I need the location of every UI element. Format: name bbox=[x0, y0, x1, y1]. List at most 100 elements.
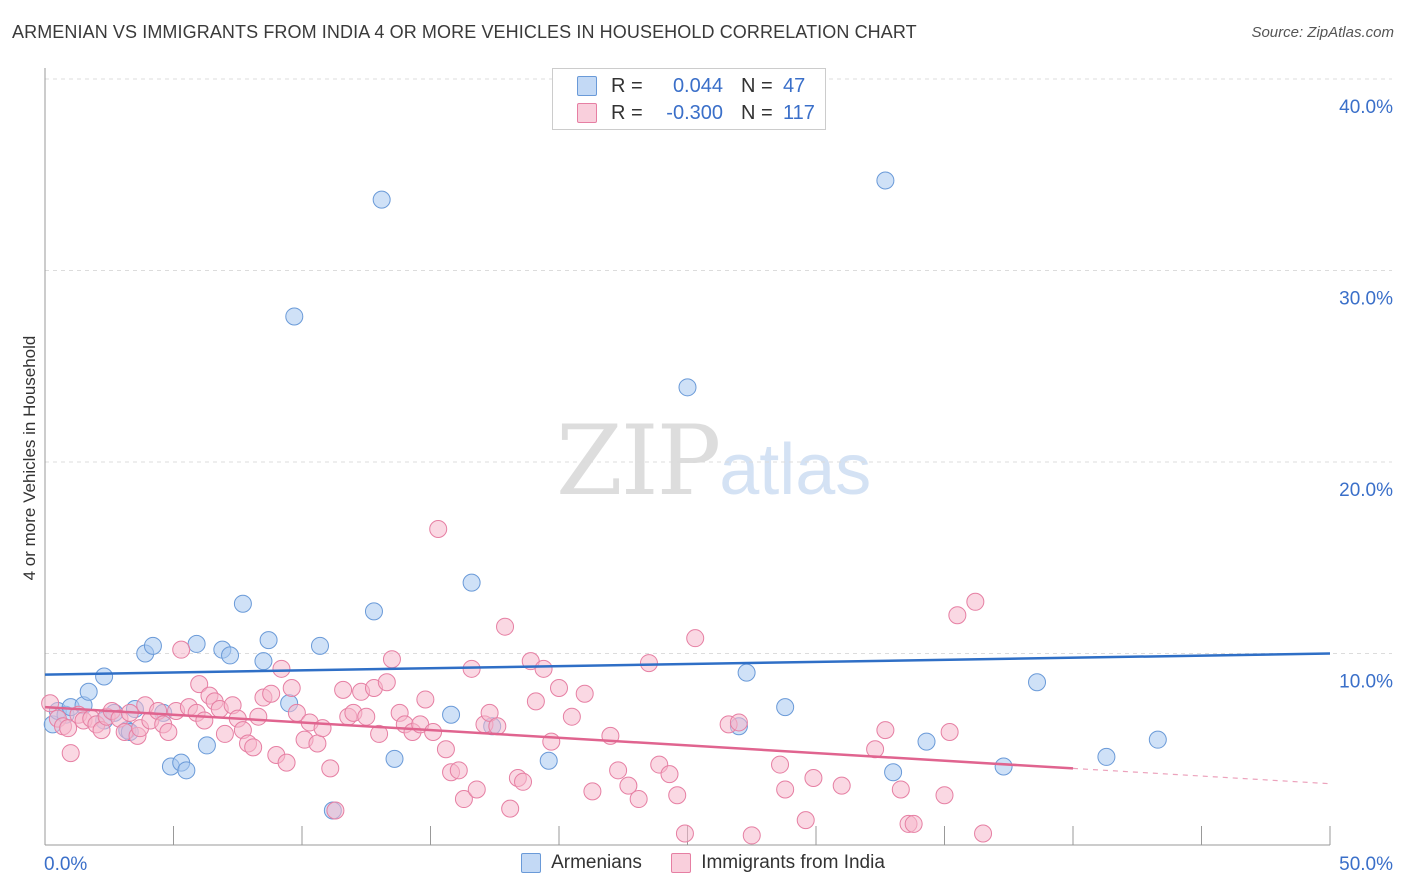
point-armenians-5 bbox=[79, 682, 98, 701]
point-armenians-35 bbox=[539, 751, 558, 770]
point-india-96 bbox=[675, 824, 694, 843]
watermark-atlas: atlas bbox=[719, 430, 872, 510]
watermark: ZIPatlas bbox=[556, 405, 871, 517]
point-india-31 bbox=[215, 724, 234, 743]
point-armenians-38 bbox=[737, 663, 756, 682]
point-india-74 bbox=[480, 703, 499, 722]
point-india-83 bbox=[542, 732, 561, 751]
r-label-armenians: R = bbox=[611, 74, 643, 97]
point-armenians-21 bbox=[221, 646, 240, 665]
y-tick-label-30: 30.0% bbox=[1339, 289, 1393, 310]
n-label-india: N = bbox=[741, 101, 773, 124]
point-india-89 bbox=[609, 761, 628, 780]
point-india-91 bbox=[629, 790, 648, 809]
point-india-112 bbox=[940, 723, 959, 742]
point-india-81 bbox=[526, 692, 545, 711]
point-india-101 bbox=[771, 755, 790, 774]
legend-row-india: R = -0.300 N = 117 bbox=[577, 100, 815, 126]
point-india-111 bbox=[935, 786, 954, 805]
point-india-115 bbox=[974, 824, 993, 843]
point-india-27 bbox=[195, 711, 214, 730]
point-india-75 bbox=[488, 717, 507, 736]
point-india-76 bbox=[496, 617, 515, 636]
point-india-69 bbox=[449, 761, 468, 780]
point-india-97 bbox=[686, 629, 705, 648]
point-india-92 bbox=[639, 654, 658, 673]
point-india-104 bbox=[796, 811, 815, 830]
point-armenians-22 bbox=[233, 594, 252, 613]
legend-swatch-armenians bbox=[577, 76, 597, 96]
point-india-94 bbox=[660, 765, 679, 784]
point-india-50 bbox=[326, 801, 345, 820]
trend-line-india bbox=[44, 705, 1074, 770]
correlation-legend: R = 0.044 N = 47 R = -0.300 N = 117 bbox=[552, 68, 826, 130]
r-label-india: R = bbox=[611, 101, 643, 124]
point-armenians-36 bbox=[678, 378, 697, 397]
y-tick-label-20: 20.0% bbox=[1339, 480, 1393, 501]
point-armenians-17 bbox=[177, 761, 196, 780]
legend-row-armenians: R = 0.044 N = 47 bbox=[577, 73, 805, 99]
point-armenians-39 bbox=[776, 698, 795, 717]
point-india-72 bbox=[467, 780, 486, 799]
r-value-india: -0.300 bbox=[666, 101, 723, 124]
point-india-43 bbox=[282, 678, 301, 697]
point-armenians-29 bbox=[364, 602, 383, 621]
point-armenians-7 bbox=[95, 667, 114, 686]
point-india-87 bbox=[583, 782, 602, 801]
point-india-26 bbox=[190, 675, 209, 694]
point-armenians-42 bbox=[917, 732, 936, 751]
point-india-0 bbox=[41, 694, 60, 713]
point-india-64 bbox=[416, 690, 435, 709]
point-armenians-31 bbox=[385, 749, 404, 768]
point-india-82 bbox=[534, 659, 553, 678]
point-india-65 bbox=[424, 723, 443, 742]
point-india-108 bbox=[891, 780, 910, 799]
point-armenians-41 bbox=[884, 763, 903, 782]
legend-item-india[interactable]: Immigrants from India bbox=[671, 852, 885, 874]
point-armenians-40 bbox=[876, 171, 895, 190]
point-india-66 bbox=[429, 520, 448, 539]
point-india-95 bbox=[668, 786, 687, 805]
legend-swatch-bottom-armenians bbox=[521, 853, 542, 873]
point-india-39 bbox=[262, 684, 281, 703]
point-armenians-46 bbox=[1148, 730, 1167, 749]
point-india-41 bbox=[272, 659, 291, 678]
point-armenians-24 bbox=[259, 631, 278, 650]
legend-swatch-india bbox=[577, 103, 597, 123]
point-india-99 bbox=[729, 713, 748, 732]
point-armenians-27 bbox=[310, 636, 329, 655]
point-india-58 bbox=[377, 673, 396, 692]
point-india-51 bbox=[334, 680, 353, 699]
legend-swatch-bottom-india bbox=[671, 853, 692, 873]
point-india-107 bbox=[876, 721, 895, 740]
legend-label-india: Immigrants from India bbox=[701, 852, 885, 873]
point-india-37 bbox=[249, 707, 268, 726]
point-india-49 bbox=[321, 759, 340, 778]
n-value-india: 117 bbox=[783, 101, 815, 124]
point-india-36 bbox=[244, 738, 263, 757]
point-india-42 bbox=[277, 753, 296, 772]
point-india-110 bbox=[904, 814, 923, 833]
y-axis-label: 4 or more Vehicles in Household bbox=[20, 335, 39, 581]
point-india-114 bbox=[966, 592, 985, 611]
point-india-3 bbox=[59, 719, 78, 738]
legend-item-armenians[interactable]: Armenians bbox=[521, 852, 642, 874]
point-india-23 bbox=[172, 640, 191, 659]
point-india-77 bbox=[501, 799, 520, 818]
r-value-armenians: 0.044 bbox=[672, 74, 723, 97]
y-tick-label-10: 10.0% bbox=[1339, 672, 1393, 693]
source-credit: Source: ZipAtlas.com bbox=[1251, 24, 1394, 41]
point-armenians-45 bbox=[1097, 747, 1116, 766]
trend-line-armenians bbox=[44, 652, 1331, 676]
point-india-57 bbox=[370, 724, 389, 743]
legend-label-armenians: Armenians bbox=[551, 852, 642, 873]
y-tick-label-40: 40.0% bbox=[1339, 97, 1393, 118]
point-armenians-43 bbox=[994, 757, 1013, 776]
point-india-4 bbox=[61, 744, 80, 763]
point-armenians-32 bbox=[442, 705, 461, 724]
point-armenians-33 bbox=[462, 573, 481, 592]
x-tick-label-min: 0.0% bbox=[44, 854, 87, 875]
point-armenians-44 bbox=[1028, 673, 1047, 692]
point-india-70 bbox=[454, 790, 473, 809]
point-india-79 bbox=[514, 772, 533, 791]
